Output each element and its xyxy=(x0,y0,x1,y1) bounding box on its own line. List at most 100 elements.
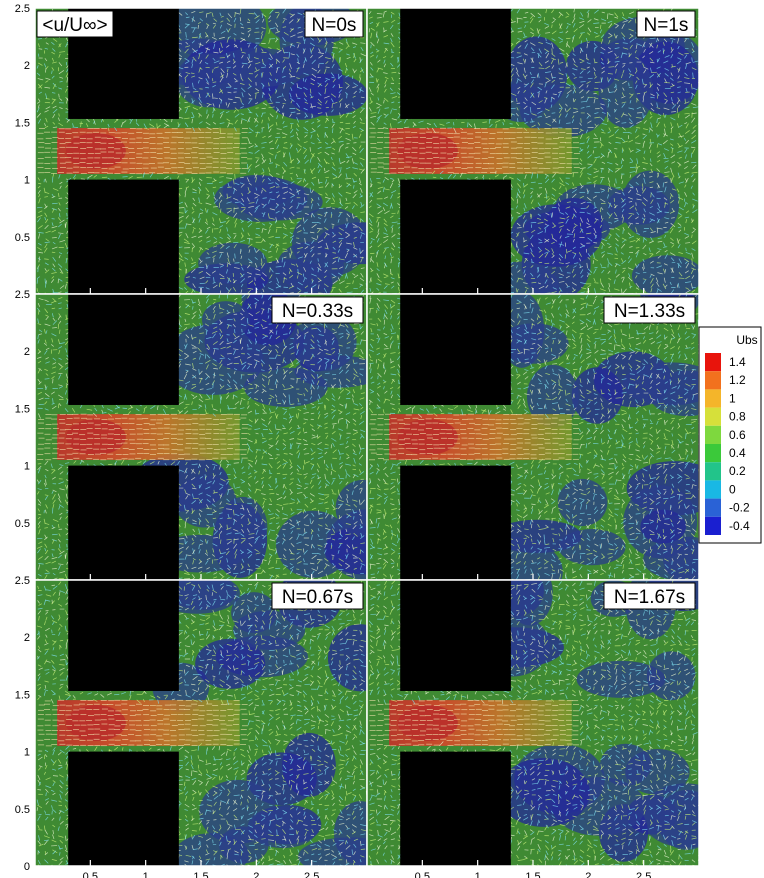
y-tick-label: 1.5 xyxy=(15,117,30,129)
y-tick-label: 0.5 xyxy=(15,518,30,530)
legend-swatch xyxy=(705,407,721,426)
panel-grid: N=0s <u/U∞> N=1s N=0.33s N=1.33s N=0.67s N=1.6… xyxy=(34,7,700,867)
wake-region xyxy=(202,301,250,339)
x-tick-label: 0.5 xyxy=(83,871,98,878)
wake-region xyxy=(327,624,367,692)
wake-region xyxy=(291,207,367,277)
x-tick-label: 2 xyxy=(585,871,591,878)
y-tick-label: 0 xyxy=(24,861,30,873)
jet-peak xyxy=(397,419,458,455)
obstacle-1 xyxy=(400,465,511,580)
legend-swatch xyxy=(705,389,721,408)
time-label: N=1.33s xyxy=(614,301,685,322)
legend-level: 1.4 xyxy=(729,355,746,369)
legend-swatch xyxy=(705,353,721,372)
jet-peak xyxy=(65,419,126,455)
time-label-box xyxy=(304,10,364,38)
y-tick-label: 1 xyxy=(24,175,30,187)
panel-5: N=1.67s xyxy=(366,579,700,867)
wake-region xyxy=(198,242,268,285)
wake-region xyxy=(557,478,608,527)
wake-region xyxy=(199,779,276,844)
time-label-box xyxy=(271,296,364,324)
time-label: N=0s xyxy=(312,15,357,36)
y-tick-label: 2 xyxy=(24,346,30,358)
time-label-box xyxy=(636,10,696,38)
wake-region xyxy=(571,367,624,424)
axes: 0.5 1 1.5 2 2.5 0.5 1 1.5 2 2.5 0 0.5 1 1.5 2 2.5 0.5 1 1.… xyxy=(15,3,652,878)
wake-region xyxy=(282,732,336,797)
legend-swatch xyxy=(705,371,721,390)
legend-level: 0.6 xyxy=(729,428,746,442)
x-tick-label: 0.5 xyxy=(415,871,430,878)
obstacle-1 xyxy=(68,179,179,294)
wake-region xyxy=(335,479,367,537)
wake-region xyxy=(621,170,680,238)
x-tick-label: 2.5 xyxy=(304,871,319,878)
wake-region xyxy=(231,592,277,633)
obstacle-1 xyxy=(400,179,511,294)
jet-peak xyxy=(65,705,126,741)
legend-swatch xyxy=(705,462,721,481)
jet-peak xyxy=(65,133,126,169)
wake-region xyxy=(288,73,367,116)
legend-level: 0.2 xyxy=(729,464,746,478)
obstacle-0 xyxy=(400,8,511,119)
x-tick-label: 2 xyxy=(253,871,259,878)
wake-region xyxy=(640,509,686,544)
wake-region xyxy=(244,367,328,408)
y-tick-label: 1.5 xyxy=(15,403,30,415)
obstacle-0 xyxy=(400,580,511,691)
legend-level: 0.8 xyxy=(729,410,746,424)
panel-2: N=0.33s xyxy=(34,293,368,581)
y-tick-label: 2.5 xyxy=(15,575,30,587)
legend-level: 0.4 xyxy=(729,446,746,460)
legend-level: 1.2 xyxy=(729,373,746,387)
wake-region xyxy=(218,496,268,559)
panel-4: N=0.67s xyxy=(34,579,368,867)
time-label-box xyxy=(603,296,696,324)
time-label: N=1s xyxy=(644,15,689,36)
wake-region xyxy=(641,783,699,848)
legend-title: Ubs xyxy=(736,333,757,347)
obstacle-1 xyxy=(400,751,511,866)
wake-region xyxy=(324,526,367,575)
y-tick-label: 1.5 xyxy=(15,689,30,701)
legend-swatch xyxy=(705,480,721,499)
obstacle-1 xyxy=(68,465,179,580)
time-label-box xyxy=(603,582,696,610)
wake-region xyxy=(558,529,626,566)
wake-region xyxy=(576,660,666,698)
x-tick-label: 1 xyxy=(143,871,149,878)
y-tick-label: 2.5 xyxy=(15,289,30,301)
obstacle-0 xyxy=(400,294,511,405)
legend-level: -0.2 xyxy=(729,501,750,515)
y-tick-label: 1 xyxy=(24,461,30,473)
time-label-box xyxy=(271,582,364,610)
x-tick-label: 1.5 xyxy=(525,871,540,878)
legend-level: -0.4 xyxy=(729,519,750,533)
legend-level: 0 xyxy=(729,482,736,496)
panel-1: N=1s xyxy=(366,7,700,295)
legend-swatch xyxy=(705,425,721,444)
wake-region xyxy=(195,638,266,689)
x-tick-label: 1.5 xyxy=(193,871,208,878)
y-tick-label: 0.5 xyxy=(15,232,30,244)
wake-region xyxy=(598,53,654,128)
wake-region xyxy=(631,255,699,294)
legend-swatch xyxy=(705,498,721,517)
wake-region xyxy=(648,370,699,417)
time-label: N=0.33s xyxy=(282,301,353,322)
wake-region xyxy=(292,313,357,371)
time-label: N=1.67s xyxy=(614,587,685,608)
wake-region xyxy=(510,204,602,267)
y-tick-label: 2.5 xyxy=(15,3,30,15)
wake-region xyxy=(519,84,607,138)
x-tick-label: 1 xyxy=(475,871,481,878)
x-tick-label: 2.5 xyxy=(636,871,651,878)
variable-label: <u/U∞> xyxy=(42,15,107,36)
color-legend: Ubs 1.4 1.2 1 0.8 0.6 0.4 0.2 0 -0.2 -0.4 xyxy=(698,326,762,544)
y-tick-label: 0.5 xyxy=(15,804,30,816)
y-tick-label: 2 xyxy=(24,60,30,72)
